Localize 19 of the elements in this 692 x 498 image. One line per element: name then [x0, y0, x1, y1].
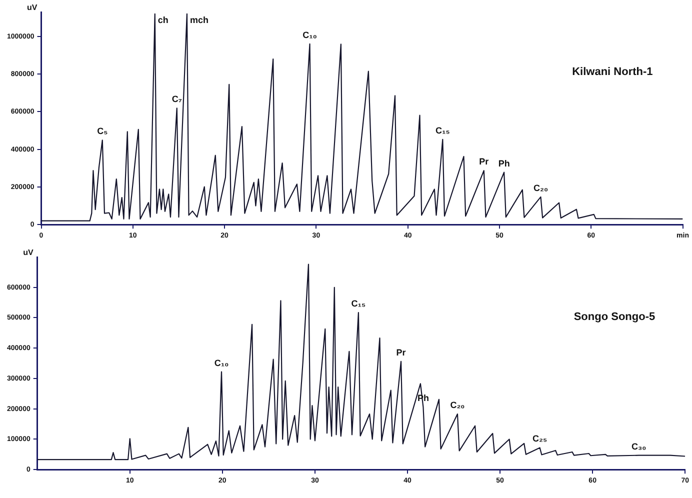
annotation: Pr	[479, 156, 490, 167]
annotation: ch	[158, 14, 168, 25]
annotation: mch	[190, 14, 208, 25]
annotation: C₂₀	[450, 400, 465, 410]
text: Kilwani North-1	[572, 66, 653, 78]
annotation: C₁₅	[435, 125, 450, 136]
annotation: C₁₅	[351, 298, 366, 309]
y-axis-title: uV	[23, 248, 34, 258]
y-axis-title: uV	[27, 3, 38, 12]
annotation: C₃₀	[631, 441, 646, 452]
annotation: C₂₅	[532, 434, 548, 444]
annotation: C₅	[97, 126, 108, 136]
text: Songo Songo-5	[574, 311, 656, 324]
annotation: Ph	[498, 158, 510, 168]
annotation: C₂₀	[533, 182, 548, 193]
annotation: C₁₀	[214, 358, 229, 368]
annotation: Pr	[396, 347, 406, 358]
annotation: C₁₀	[302, 30, 317, 40]
annotation: C₇	[172, 94, 182, 104]
